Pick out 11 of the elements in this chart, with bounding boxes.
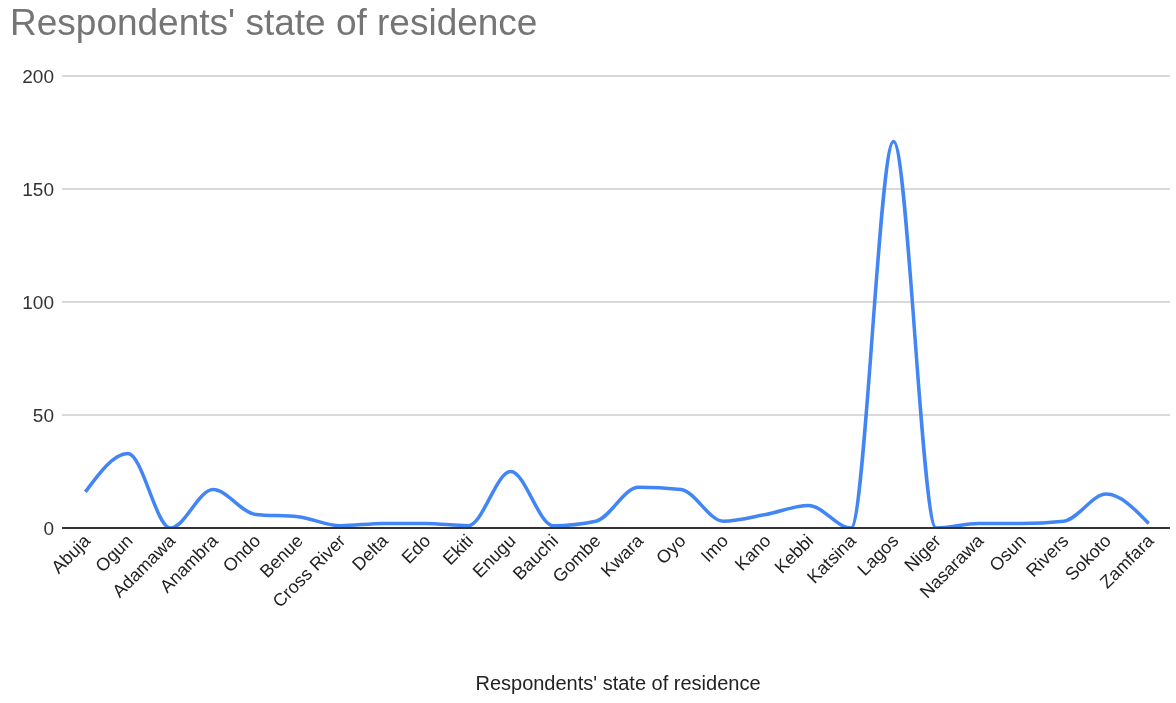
y-tick-label: 50 (32, 404, 54, 426)
x-tick-label: Imo (696, 530, 733, 567)
y-tick-label: 0 (43, 517, 54, 539)
y-tick-label: 200 (22, 65, 54, 87)
x-tick-label: Oyo (652, 530, 690, 569)
x-axis-title: Respondents' state of residence (474, 672, 762, 695)
y-tick-label: 100 (22, 291, 54, 313)
y-tick-label: 150 (22, 178, 54, 200)
x-tick-label: Edo (397, 530, 435, 568)
chart-title: Respondents' state of residence (10, 2, 538, 44)
line-series (83, 139, 1151, 528)
